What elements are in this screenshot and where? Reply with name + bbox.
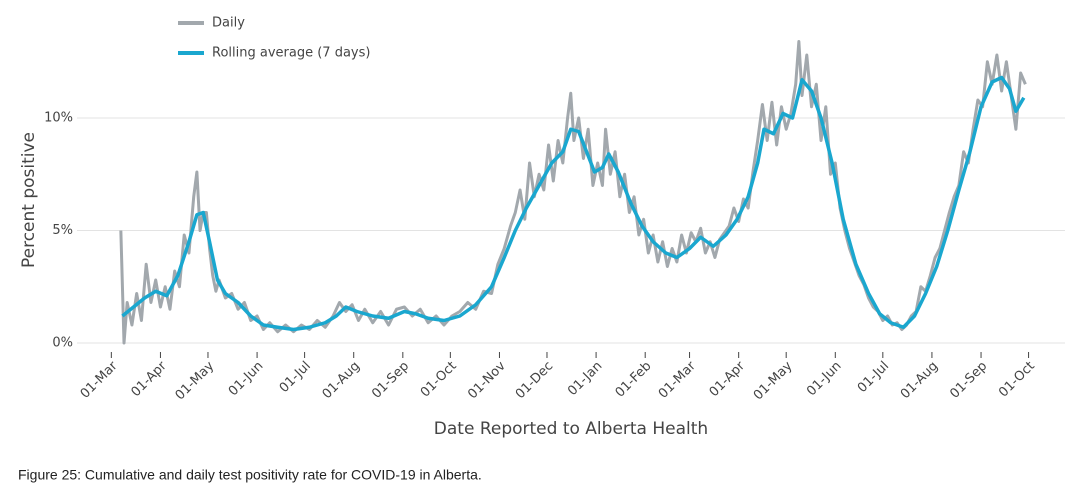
series-line [121, 75, 1026, 332]
caption: Figure 25: Cumulative and daily test pos… [18, 467, 482, 483]
x-tick-label: 01-Oct [996, 359, 1038, 401]
x-tick-label: 01-Jun [226, 359, 267, 400]
series-line [119, 40, 1027, 345]
x-tick-label: 01-Jan [565, 359, 605, 399]
x-tick-label: 01-Oct [418, 359, 460, 401]
y-tick-label: 0% [52, 336, 73, 351]
y-tick-label: 10% [44, 111, 73, 126]
x-tick-label: 01-Apr [707, 358, 749, 400]
x-tick-label: 01-May [751, 358, 796, 403]
legend-label: Rolling average (7 days) [212, 46, 370, 61]
x-tick-label: 01-Mar [78, 358, 121, 401]
x-tick-label: 01-Apr [128, 358, 170, 400]
x-tick-label: 01-Sep [947, 359, 990, 402]
x-tick-label: 01-May [173, 358, 218, 403]
legend-label: Daily [212, 16, 245, 31]
x-tick-label: 01-Feb [613, 359, 655, 401]
x-tick-label: 01-Jul [277, 359, 314, 396]
y-tick-label: 5% [52, 223, 73, 238]
x-tick-label: 01-Aug [898, 359, 941, 402]
x-tick-label: 01-Jun [804, 359, 845, 400]
x-tick-label: 01-Mar [656, 358, 699, 401]
y-axis-title: Percent positive [19, 132, 39, 268]
x-tick-label: 01-Aug [320, 359, 363, 402]
x-axis-title: Date Reported to Alberta Health [434, 419, 708, 439]
x-tick-label: 01-Dec [513, 359, 556, 402]
x-tick-label: 01-Nov [465, 358, 509, 402]
x-tick-label: 01-Jul [855, 359, 892, 396]
x-tick-label: 01-Sep [369, 359, 412, 402]
